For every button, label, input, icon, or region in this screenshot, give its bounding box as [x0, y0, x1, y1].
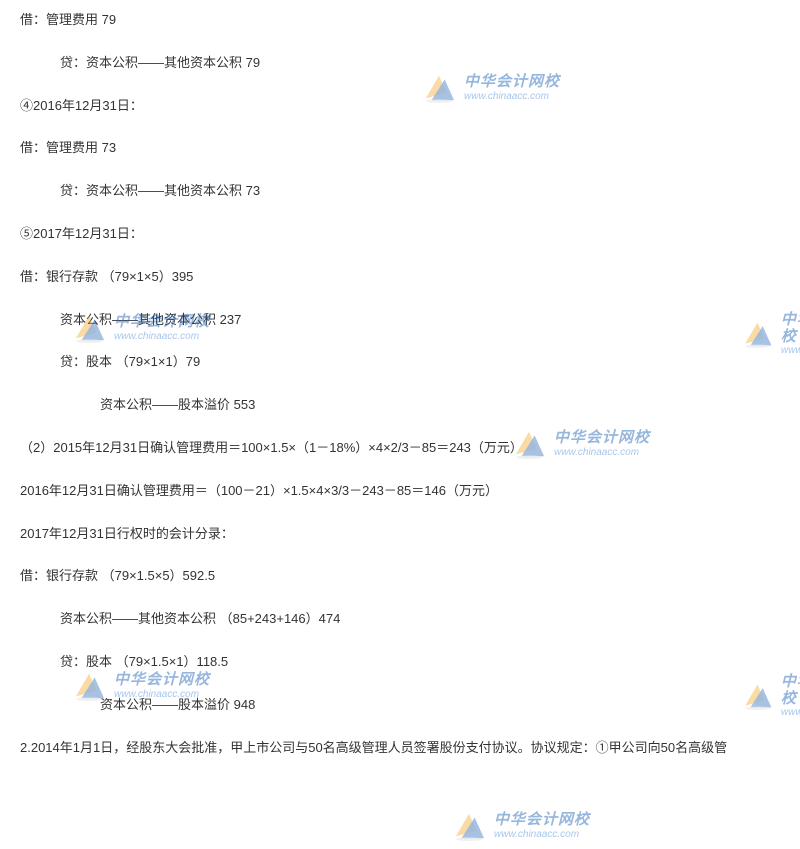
watermark-cn: 中华会计网校 — [494, 812, 590, 829]
watermark-text: 中华会计网校www.chinaacc.com — [781, 674, 800, 718]
text-line: 资本公积——股本溢价 553 — [20, 395, 780, 416]
watermark: 中华会计网校www.chinaacc.com — [450, 810, 590, 842]
text-line: ⑤2017年12月31日： — [20, 224, 780, 245]
watermark-cn: 中华会计网校 — [781, 674, 800, 707]
watermark-url: www.chinaacc.com — [781, 707, 800, 718]
text-line: 借：管理费用 79 — [20, 10, 780, 31]
text-line: 贷：股本 （79×1.5×1）118.5 — [20, 652, 780, 673]
watermark-logo-icon — [450, 810, 488, 842]
text-line: 资本公积——其他资本公积 237 — [20, 310, 780, 331]
text-line: 贷：股本 （79×1×1）79 — [20, 352, 780, 373]
text-line: 2017年12月31日行权时的会计分录： — [20, 524, 780, 545]
text-line: ④2016年12月31日： — [20, 96, 780, 117]
watermark-url: www.chinaacc.com — [494, 829, 590, 840]
text-line: 资本公积——其他资本公积 （85+243+146）474 — [20, 609, 780, 630]
text-line: 2016年12月31日确认管理费用＝（100－21）×1.5×4×3/3－243… — [20, 481, 780, 502]
text-line: 资本公积——股本溢价 948 — [20, 695, 780, 716]
document-body: 借：管理费用 79 贷：资本公积——其他资本公积 79 ④2016年12月31日： 借… — [20, 10, 780, 758]
watermark-text: 中华会计网校www.chinaacc.com — [494, 812, 590, 840]
text-line: 贷：资本公积——其他资本公积 73 — [20, 181, 780, 202]
watermark-cn: 中华会计网校 — [781, 312, 800, 345]
watermark-url: www.chinaacc.com — [781, 345, 800, 356]
watermark-text: 中华会计网校www.chinaacc.com — [781, 312, 800, 356]
text-line: 贷：资本公积——其他资本公积 79 — [20, 53, 780, 74]
text-line: （2）2015年12月31日确认管理费用＝100×1.5×（1－18%）×4×2… — [20, 438, 780, 459]
text-line: 借：银行存款 （79×1×5）395 — [20, 267, 780, 288]
text-line: 借：银行存款 （79×1.5×5）592.5 — [20, 566, 780, 587]
text-line: 2.2014年1月1日，经股东大会批准，甲上市公司与50名高级管理人员签署股份支… — [20, 738, 780, 759]
text-line: 借：管理费用 73 — [20, 138, 780, 159]
